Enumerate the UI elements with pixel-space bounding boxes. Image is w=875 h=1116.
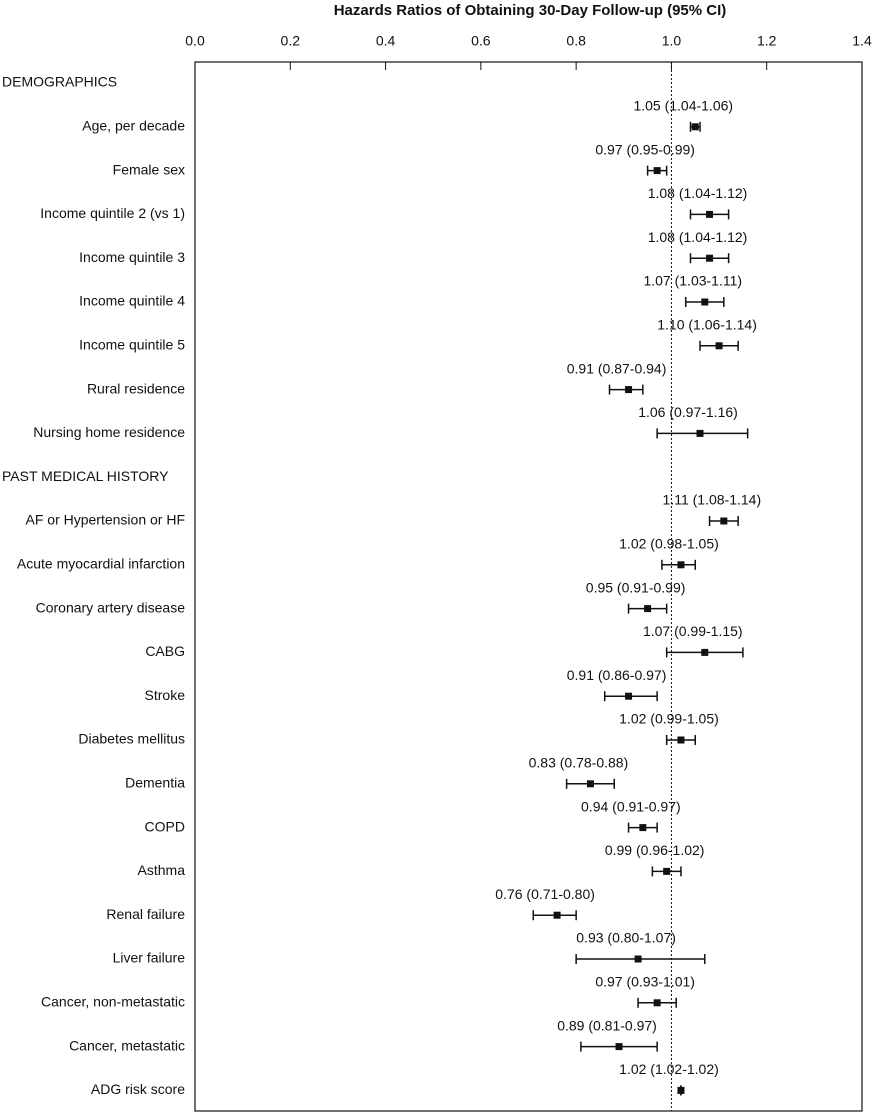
value-label: 0.91 (0.87-0.94) xyxy=(567,360,667,376)
point xyxy=(720,517,728,525)
value-label: 0.94 (0.91-0.97) xyxy=(581,798,681,814)
value-label: 1.05 (1.04-1.06) xyxy=(633,98,733,114)
point xyxy=(653,167,661,175)
row-label: Cancer, metastatic xyxy=(69,1037,185,1053)
point xyxy=(634,955,642,963)
x-tick-label: 1.0 xyxy=(662,33,682,49)
row-label: Income quintile 5 xyxy=(79,337,185,353)
value-label: 0.97 (0.93-1.01) xyxy=(595,974,695,990)
value-label: 1.07 (1.03-1.11) xyxy=(643,273,742,289)
value-label: 1.08 (1.04-1.12) xyxy=(648,185,748,201)
x-tick-label: 0.6 xyxy=(471,33,491,49)
x-tick-label: 0.0 xyxy=(185,33,205,49)
row-label: AF or Hypertension or HF xyxy=(26,512,186,528)
point xyxy=(701,298,709,306)
row-label: PAST MEDICAL HISTORY xyxy=(2,468,169,484)
point xyxy=(625,692,633,700)
point xyxy=(553,911,561,919)
point xyxy=(715,342,723,350)
row-label: Female sex xyxy=(113,161,185,177)
value-label: 0.99 (0.96-1.02) xyxy=(605,842,705,858)
point xyxy=(701,648,709,656)
point xyxy=(586,780,594,788)
row-label: Diabetes mellitus xyxy=(78,731,185,747)
row-label: Nursing home residence xyxy=(33,424,185,440)
point xyxy=(677,1086,685,1094)
row-label: Liver failure xyxy=(113,950,186,966)
row-label: Income quintile 4 xyxy=(79,293,185,309)
value-label: 1.08 (1.04-1.12) xyxy=(648,229,748,245)
value-label: 0.83 (0.78-0.88) xyxy=(529,755,629,771)
point xyxy=(663,867,671,875)
value-label: 1.02 (0.99-1.05) xyxy=(619,711,719,727)
value-label: 1.10 (1.06-1.14) xyxy=(657,317,757,333)
row-label: Age, per decade xyxy=(82,118,185,134)
x-tick-label: 1.4 xyxy=(852,33,872,49)
point xyxy=(691,123,699,131)
x-tick-label: 0.2 xyxy=(281,33,301,49)
row-label: Acute myocardial infarction xyxy=(17,556,185,572)
value-label: 0.97 (0.95-0.99) xyxy=(595,141,695,157)
x-tick-label: 0.4 xyxy=(376,33,396,49)
row-label: DEMOGRAPHICS xyxy=(2,74,117,90)
value-label: 0.76 (0.71-0.80) xyxy=(495,886,595,902)
x-tick-label: 1.2 xyxy=(757,33,777,49)
point xyxy=(639,824,647,832)
point xyxy=(677,561,685,569)
value-label: 1.11 (1.08-1.14) xyxy=(663,492,762,508)
row-label: Asthma xyxy=(138,862,186,878)
point xyxy=(644,605,652,613)
row-label: Coronary artery disease xyxy=(36,599,186,615)
point xyxy=(706,254,714,262)
value-label: 0.95 (0.91-0.99) xyxy=(586,579,686,595)
point xyxy=(653,999,661,1007)
point xyxy=(706,210,714,218)
chart-title: Hazards Ratios of Obtaining 30-Day Follo… xyxy=(334,2,727,19)
value-label: 0.91 (0.86-0.97) xyxy=(567,667,667,683)
row-label: Dementia xyxy=(125,775,185,791)
row-label: Income quintile 2 (vs 1) xyxy=(40,205,185,221)
point xyxy=(677,736,685,744)
value-label: 1.06 (0.97-1.16) xyxy=(638,404,738,420)
row-label: ADG risk score xyxy=(91,1081,185,1097)
value-label: 1.02 (1.02-1.02) xyxy=(619,1061,719,1077)
value-label: 1.02 (0.98-1.05) xyxy=(619,536,719,552)
row-label: Renal failure xyxy=(106,906,185,922)
x-tick-label: 0.8 xyxy=(566,33,586,49)
plot-frame xyxy=(194,61,863,1112)
value-label: 1.07 (0.99-1.15) xyxy=(643,623,743,639)
point xyxy=(625,386,633,394)
point xyxy=(615,1043,623,1051)
row-label: Income quintile 3 xyxy=(79,249,185,265)
value-label: 0.93 (0.80-1.07) xyxy=(576,930,676,946)
row-label: Stroke xyxy=(145,687,186,703)
point xyxy=(696,429,704,437)
row-label: Rural residence xyxy=(87,380,185,396)
row-label: CABG xyxy=(145,643,185,659)
row-label: Cancer, non-metastatic xyxy=(41,994,185,1010)
row-label: COPD xyxy=(145,818,185,834)
value-label: 0.89 (0.81-0.97) xyxy=(557,1017,657,1033)
